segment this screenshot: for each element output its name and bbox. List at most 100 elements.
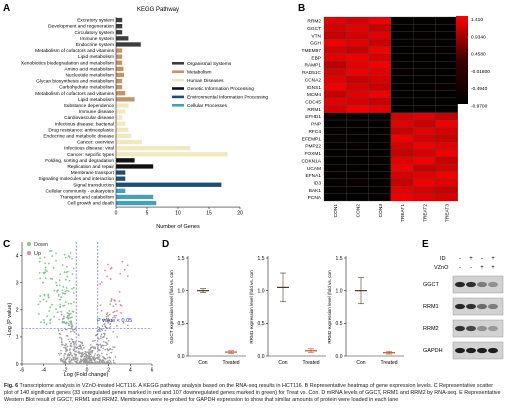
kegg-category-label: Immune system [80, 36, 114, 42]
volcano-point [72, 330, 74, 332]
volcano-point-down [58, 279, 61, 282]
volcano-point [63, 317, 65, 319]
volcano-point [77, 351, 79, 354]
volcano-point [66, 335, 69, 337]
kegg-bar [116, 164, 154, 169]
volcano-point [93, 362, 96, 365]
volcano-x-label: Log (Fold change) [64, 372, 109, 378]
volcano-point [101, 352, 103, 355]
heatmap-cell [346, 61, 369, 69]
volcano-point [80, 358, 82, 361]
heatmap-scale-label: -0.4940 [471, 86, 488, 92]
heatmap-cell [435, 68, 458, 77]
volcano-point [115, 303, 117, 306]
mrna-plot: 0.0 0.5 1.0 1.5 RRM2 expression level (fold … [327, 256, 404, 366]
heatmap-scale-label: -0.9700 [471, 104, 488, 110]
kegg-category-label: Substance dependence [64, 103, 115, 109]
volcano-point [64, 344, 66, 347]
volcano-point [66, 315, 69, 317]
volcano-point-down [47, 295, 50, 297]
heatmap-column-label: TREAT3 [445, 204, 451, 222]
heatmap-cell [323, 90, 347, 99]
heatmap-cell [346, 119, 369, 128]
volcano-point-down [68, 324, 71, 327]
volcano-point [100, 344, 102, 347]
kegg-category-label: Cancer: overview [77, 140, 115, 146]
kegg-category-label: Development and regeneration [48, 24, 114, 30]
volcano-point [76, 357, 79, 360]
kegg-legend-swatch [172, 87, 184, 90]
heatmap-cell [413, 46, 436, 54]
volcano-point [81, 355, 84, 357]
volcano-point-down [63, 304, 66, 307]
volcano-point [61, 329, 63, 332]
volcano-point [96, 330, 99, 332]
volcano-point-up [113, 310, 116, 313]
kegg-bar [116, 109, 126, 114]
volcano-point [81, 352, 83, 354]
volcano-point-down [43, 294, 46, 297]
volcano-point [69, 351, 71, 354]
volcano-point [66, 354, 69, 357]
caption-figure-number: Fig. 6 [4, 383, 19, 389]
heatmap-cell [435, 178, 458, 187]
volcano-point [90, 344, 92, 346]
volcano-point [88, 356, 91, 359]
volcano-point [112, 305, 115, 307]
heatmap-cell [390, 24, 414, 32]
volcano-point [68, 360, 70, 362]
heatmap-row-label: UCAM [307, 166, 321, 172]
volcano-point [92, 346, 94, 348]
kegg-bar [116, 188, 126, 193]
heatmap-cell [323, 119, 347, 128]
heatmap-cell [413, 178, 436, 187]
heatmap-cell [368, 112, 392, 121]
heatmap-cell [323, 193, 347, 202]
heatmap-cell [323, 149, 347, 157]
mrna-category-label: Treated [222, 360, 239, 366]
kegg-bar [116, 85, 123, 90]
heatmap-cell [346, 16, 369, 25]
volcano-point [105, 341, 107, 344]
volcano-point [99, 359, 102, 361]
heatmap-column-label: CON2 [355, 204, 361, 218]
volcano-point-down [65, 287, 68, 289]
volcano-y-tick-label: 3 [16, 280, 19, 286]
heatmap-cell [323, 46, 347, 54]
volcano-point [94, 353, 96, 355]
volcano-point [61, 343, 63, 346]
volcano-point-down [59, 303, 62, 306]
volcano-point [111, 348, 113, 351]
heatmap-row-label: GGH [310, 41, 321, 47]
volcano-point-down [39, 277, 42, 280]
mrna-bar-plots: D 0.0 0.5 1.0 1.5 GGCT expression level (fol… [162, 239, 404, 366]
heatmap-cell [323, 164, 347, 172]
volcano-point [66, 316, 68, 319]
mrna-y-tick-label: 1.5 [258, 256, 265, 262]
heatmap-cell [435, 46, 458, 54]
blot-band [488, 325, 498, 332]
volcano-point [76, 360, 78, 362]
volcano-point [98, 356, 101, 358]
heatmap-cell [390, 75, 414, 84]
kegg-category-label: Cell growth and death [67, 201, 114, 207]
volcano-point [102, 359, 105, 362]
kegg-category-label: Cellular community - eukaryotes [45, 188, 114, 194]
heatmap-row-label: EFHD1 [305, 114, 321, 120]
heatmap-cell [413, 83, 436, 91]
volcano-point [73, 331, 76, 333]
heatmap-cell [435, 61, 458, 69]
volcano-point [59, 336, 61, 339]
volcano-point [66, 345, 69, 348]
heatmap-cell [390, 105, 414, 113]
kegg-category-label: Infectious disease: bacterial [55, 121, 114, 127]
heatmap-cell [390, 68, 414, 77]
volcano-point [107, 339, 110, 342]
volcano-point [91, 350, 93, 352]
mrna-category-label: Treated [380, 360, 397, 366]
volcano-point [68, 358, 71, 361]
volcano-point-down [63, 271, 66, 273]
volcano-point [70, 323, 72, 325]
heatmap-cell [435, 24, 458, 32]
volcano-point [114, 356, 117, 358]
